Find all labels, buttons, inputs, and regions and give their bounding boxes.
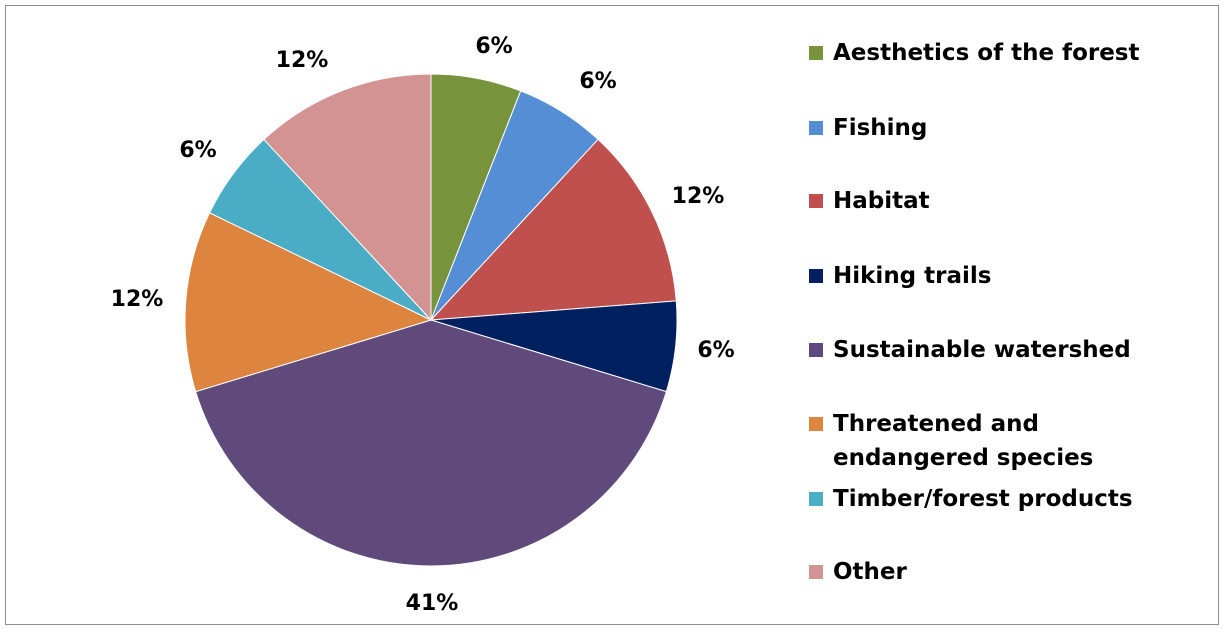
data-label-fishing: 6%: [579, 69, 616, 94]
legend-swatch: [809, 343, 823, 357]
legend-label: Timber/forest products: [833, 486, 1133, 512]
legend-label: Threatened and endangered species: [833, 411, 1093, 471]
legend-item-sustainable-watershed: Sustainable watershed: [809, 337, 1131, 363]
legend-label: Fishing: [833, 115, 927, 141]
data-label-sustainable-watershed: 41%: [406, 591, 459, 616]
legend-swatch: [809, 194, 823, 208]
legend-item-threatened-and-endangered-species: Threatened and endangered species: [809, 411, 1093, 471]
legend-item-timber-forest-products: Timber/forest products: [809, 486, 1133, 512]
legend-item-aesthetics-of-the-forest: Aesthetics of the forest: [809, 40, 1140, 66]
data-label-timber-forest-products: 6%: [179, 138, 216, 163]
pie-slices: [185, 74, 677, 566]
legend-item-other: Other: [809, 559, 908, 585]
legend-swatch: [809, 46, 823, 60]
data-label-aesthetics-of-the-forest: 6%: [475, 34, 512, 59]
data-label-other: 12%: [276, 48, 329, 73]
legend-swatch: [809, 121, 823, 135]
data-label-hiking-trails: 6%: [697, 338, 734, 363]
data-label-habitat: 12%: [672, 184, 725, 209]
legend-swatch: [809, 417, 823, 431]
legend-swatch: [809, 565, 823, 579]
legend-label: Hiking trails: [833, 263, 991, 289]
legend-swatch: [809, 269, 823, 283]
legend-item-habitat: Habitat: [809, 188, 930, 214]
legend-item-hiking-trails: Hiking trails: [809, 263, 991, 289]
legend-item-fishing: Fishing: [809, 115, 927, 141]
legend-swatch: [809, 492, 823, 506]
legend-label: Sustainable watershed: [833, 337, 1131, 363]
legend-label: Other: [833, 559, 908, 585]
legend: Aesthetics of the forest Fishing Habitat Hi…: [809, 40, 1140, 585]
data-label-threatened-and-endangered-species: 12%: [111, 287, 164, 312]
legend-label: Aesthetics of the forest: [833, 40, 1140, 66]
legend-label: Habitat: [833, 188, 930, 214]
